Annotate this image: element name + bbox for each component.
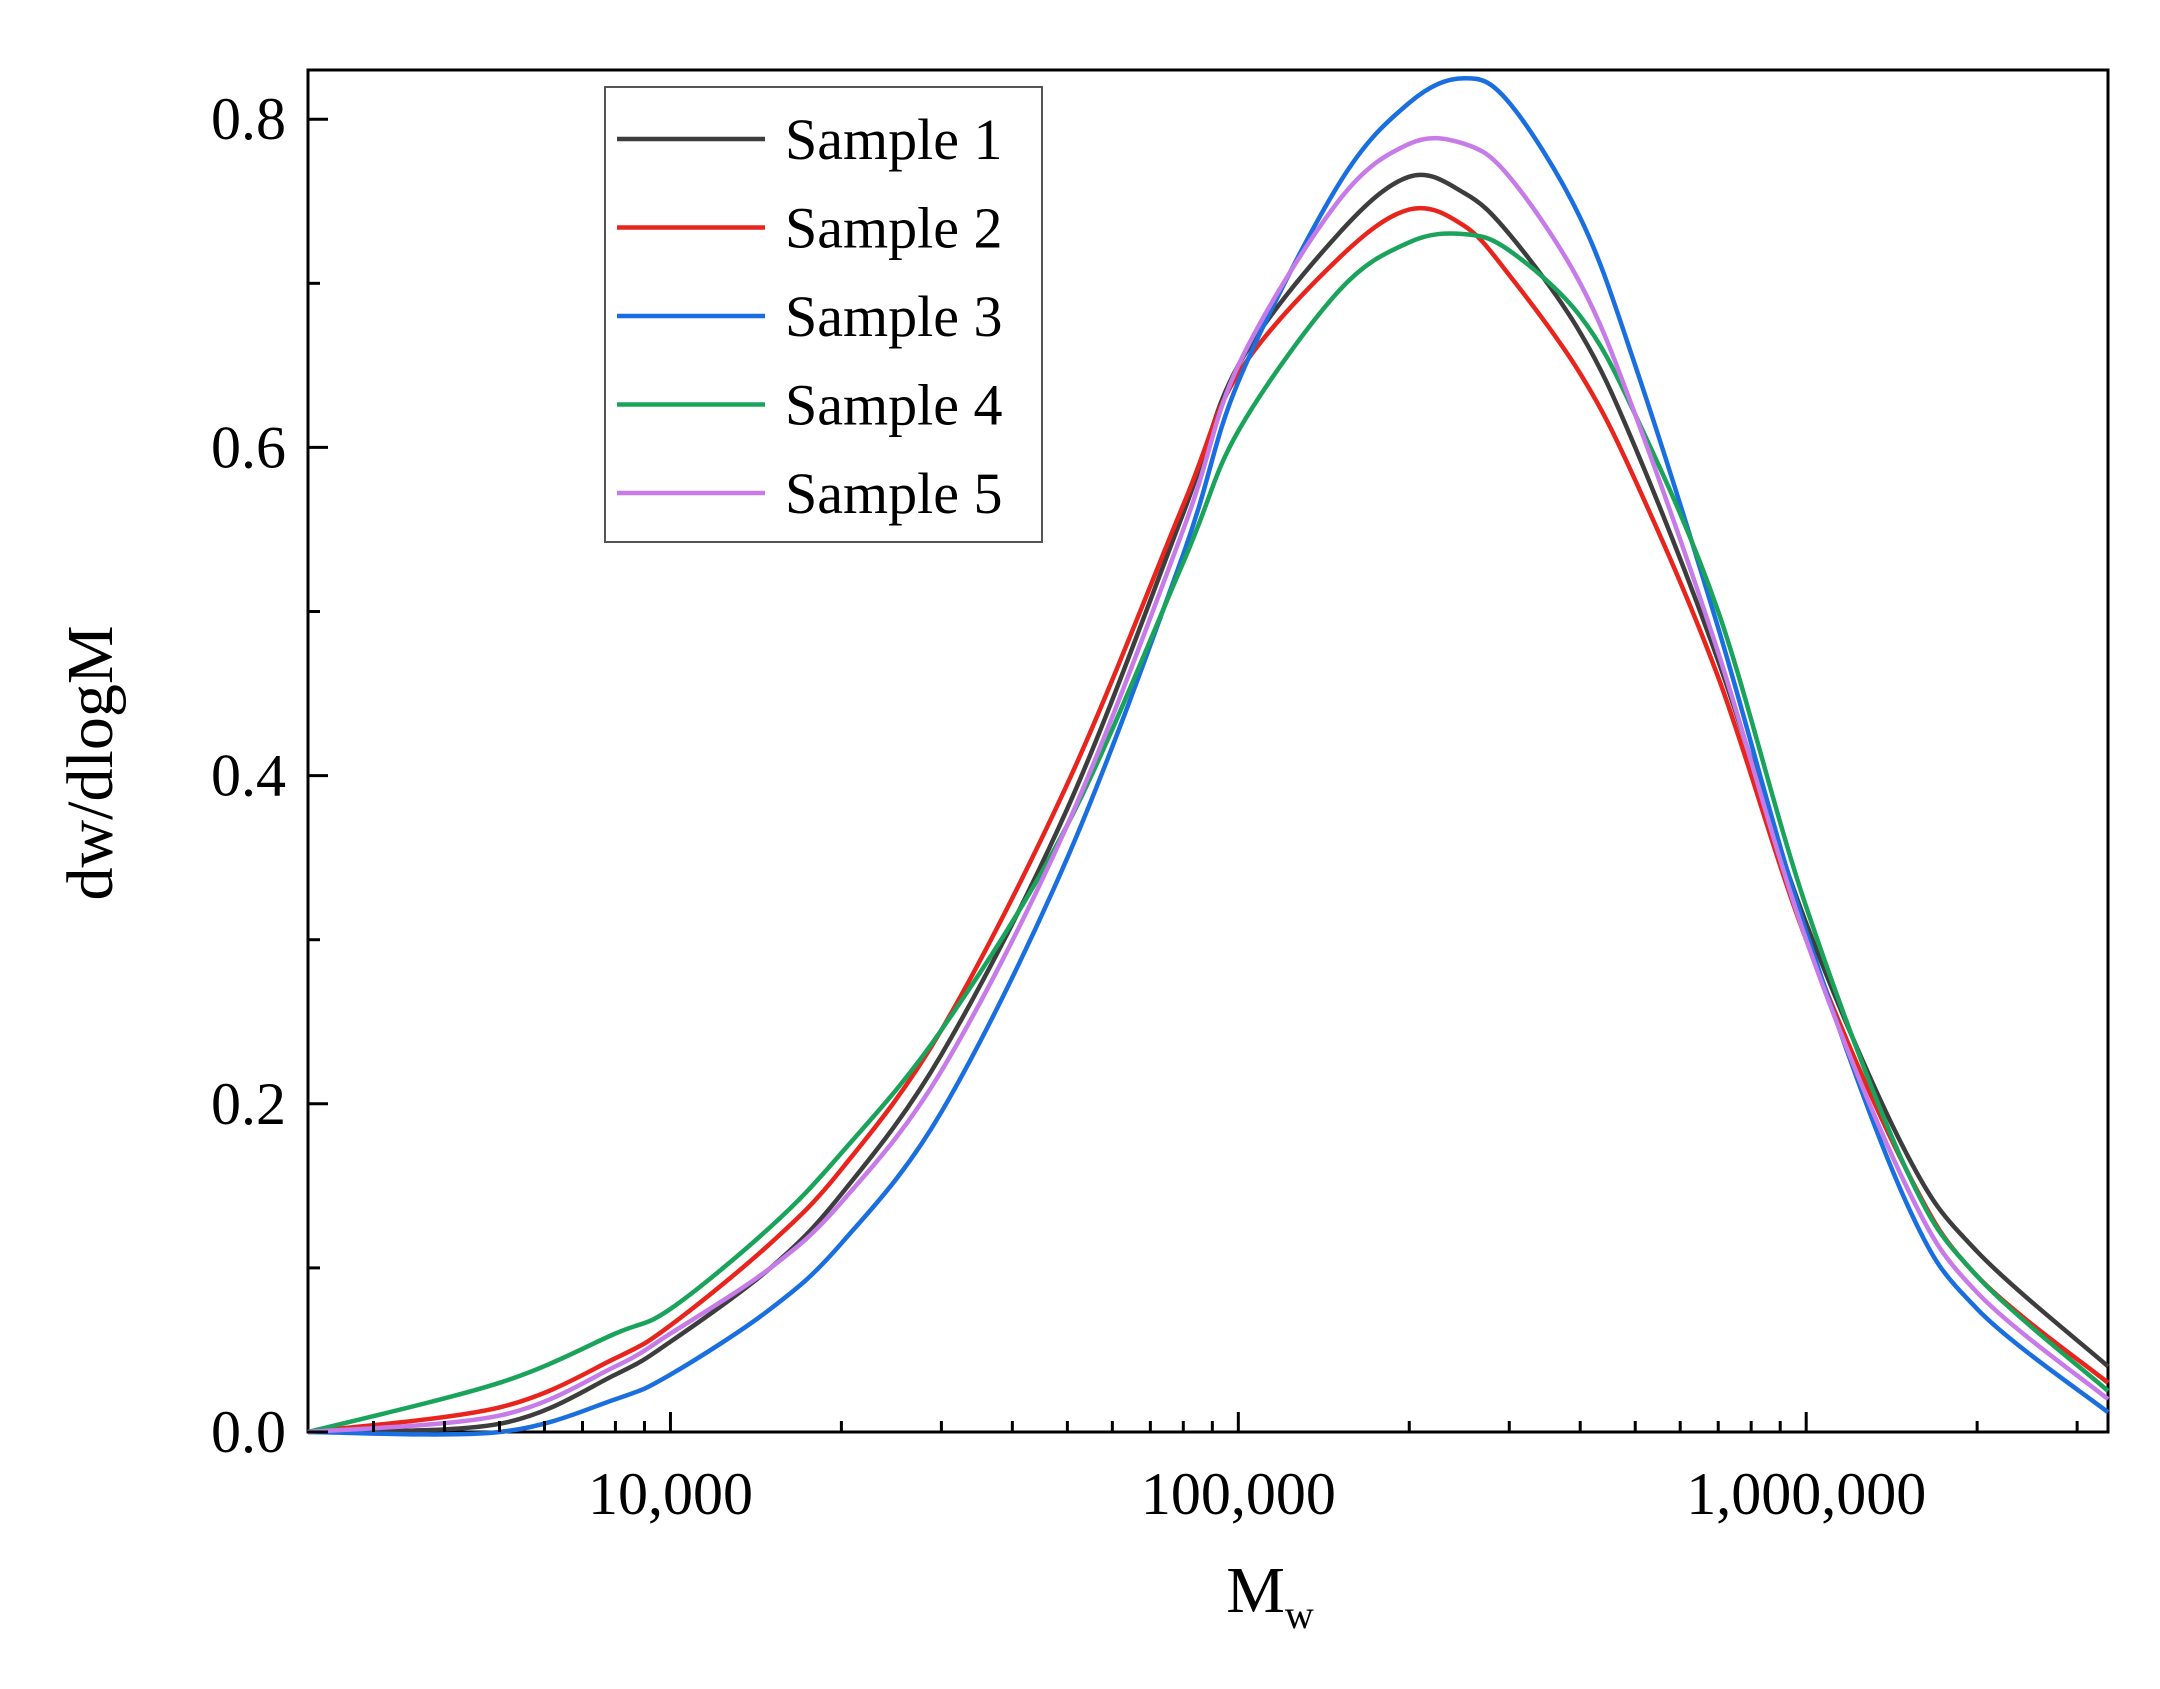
legend: Sample 1 Sample 2 Sample 3 Sample 4 Sample 5 [604, 86, 1043, 543]
y-tick-label: 0.8 [211, 86, 286, 152]
series-line-sample-3 [307, 75, 2110, 1437]
x-axis-title-main: M [1226, 1554, 1285, 1627]
y-tick-label: 0.4 [211, 743, 286, 809]
legend-label-sample-3: Sample 3 [785, 284, 1002, 349]
x-axis-title: Mw [1226, 1554, 1314, 1637]
y-tick-label: 0.0 [211, 1399, 286, 1465]
legend-label-sample-4: Sample 4 [785, 373, 1002, 438]
x-axis-title-subscript: w [1285, 1592, 1314, 1637]
plot-frame [306, 68, 2110, 1434]
x-tick-label: 10,000 [588, 1461, 753, 1527]
x-tick-label: 100,000 [1141, 1461, 1336, 1527]
y-tick-label: 0.6 [211, 414, 286, 480]
series-line-sample-5 [307, 135, 2110, 1435]
y-tick-label: 0.2 [211, 1071, 286, 1137]
legend-label-sample-1: Sample 1 [785, 107, 1002, 172]
series-line-sample-2 [307, 205, 2110, 1435]
y-axis-title: dw/dlogM [54, 625, 127, 900]
legend-label-sample-2: Sample 2 [785, 196, 1002, 261]
legend-label-sample-5: Sample 5 [785, 461, 1002, 526]
series-line-sample-1 [307, 172, 2110, 1435]
series-line-sample-4 [307, 231, 2110, 1435]
x-tick-label: 1,000,000 [1686, 1461, 1926, 1527]
